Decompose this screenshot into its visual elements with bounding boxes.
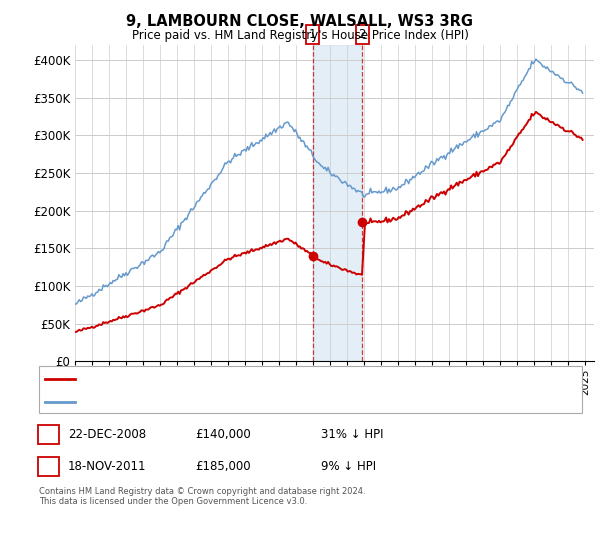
Text: £185,000: £185,000	[195, 460, 251, 473]
Text: 9% ↓ HPI: 9% ↓ HPI	[321, 460, 376, 473]
Text: Contains HM Land Registry data © Crown copyright and database right 2024.
This d: Contains HM Land Registry data © Crown c…	[39, 487, 365, 506]
Text: 9, LAMBOURN CLOSE, WALSALL, WS3 3RG (detached house): 9, LAMBOURN CLOSE, WALSALL, WS3 3RG (det…	[80, 374, 412, 384]
Text: 2: 2	[45, 460, 52, 473]
Text: 22-DEC-2008: 22-DEC-2008	[68, 428, 146, 441]
Text: 2: 2	[358, 28, 366, 41]
Text: 31% ↓ HPI: 31% ↓ HPI	[321, 428, 383, 441]
Text: 18-NOV-2011: 18-NOV-2011	[68, 460, 146, 473]
Text: £140,000: £140,000	[195, 428, 251, 441]
Text: Price paid vs. HM Land Registry's House Price Index (HPI): Price paid vs. HM Land Registry's House …	[131, 29, 469, 42]
Text: 9, LAMBOURN CLOSE, WALSALL, WS3 3RG: 9, LAMBOURN CLOSE, WALSALL, WS3 3RG	[127, 14, 473, 29]
Text: 1: 1	[309, 28, 316, 41]
Bar	[313, 45, 362, 361]
Text: HPI: Average price, detached house, Walsall: HPI: Average price, detached house, Wals…	[80, 398, 320, 408]
Text: 1: 1	[45, 428, 52, 441]
